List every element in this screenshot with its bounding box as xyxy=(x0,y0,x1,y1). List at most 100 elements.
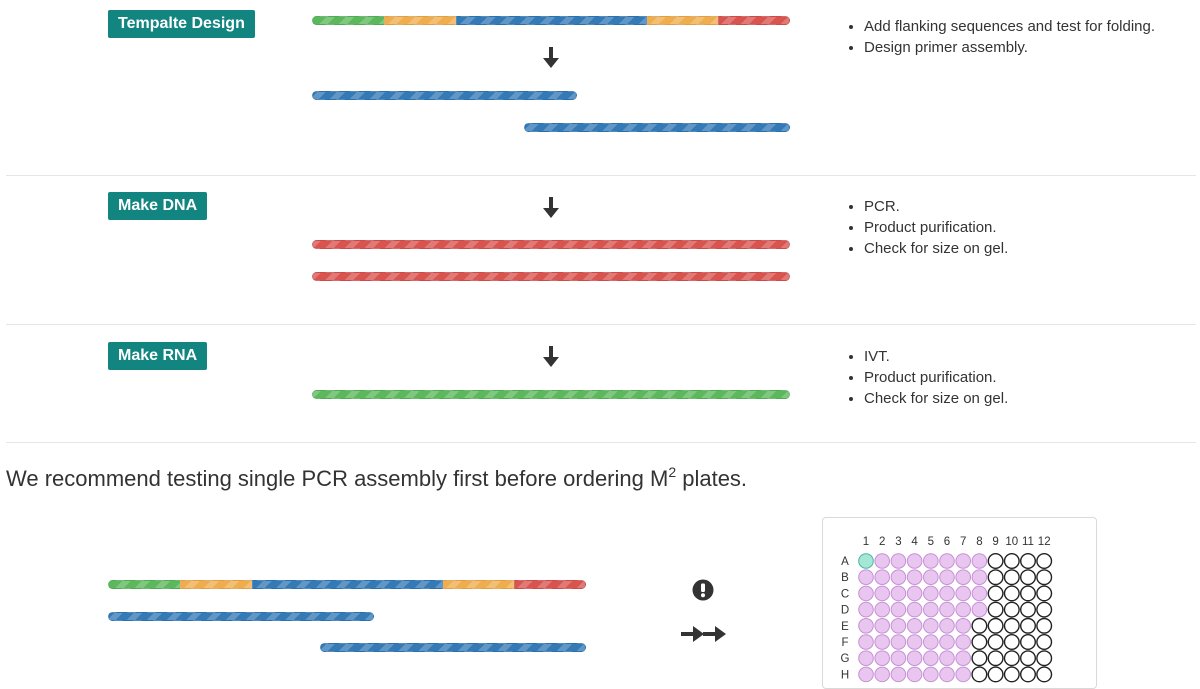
strand-segment-blue xyxy=(252,580,444,589)
section-divider xyxy=(6,324,1196,325)
plate-well xyxy=(858,650,874,666)
note-item: Product purification. xyxy=(864,367,1008,388)
plate-well xyxy=(906,601,923,618)
plate-well xyxy=(1036,553,1053,570)
plate-well xyxy=(939,553,955,569)
plate-well xyxy=(939,634,955,650)
plate-well xyxy=(923,553,939,569)
plate-well xyxy=(987,617,1004,634)
strand-segment-orange xyxy=(443,580,515,589)
plate-well xyxy=(874,634,891,650)
plate-well xyxy=(971,650,988,667)
plate-column-label: 1 xyxy=(863,536,869,548)
plate-well xyxy=(1019,617,1036,634)
plate-column-label: 6 xyxy=(944,536,950,548)
plate-well xyxy=(939,569,955,586)
plate-well xyxy=(1019,585,1036,602)
note-item: Check for size on gel. xyxy=(864,238,1008,259)
note-item: Design primer assembly. xyxy=(864,37,1155,58)
note-item: Add flanking sequences and test for fold… xyxy=(864,16,1155,37)
plate-well xyxy=(939,666,955,683)
plate-well xyxy=(1036,601,1053,618)
step-notes-template-design: Add flanking sequences and test for fold… xyxy=(846,16,1155,58)
step-label-template-design: Tempalte Design xyxy=(108,10,255,38)
plate-well xyxy=(874,585,891,602)
plate-well xyxy=(890,650,907,666)
plate-well xyxy=(874,618,891,634)
plate-well xyxy=(906,634,923,650)
plate-well xyxy=(955,569,971,586)
plate-well xyxy=(955,618,971,634)
arrow-down-icon xyxy=(543,47,559,68)
plate-well xyxy=(955,634,971,650)
plate-well xyxy=(987,666,1004,683)
plate-well xyxy=(939,650,955,666)
plate-column-label: 10 xyxy=(1005,536,1018,548)
plate-well xyxy=(1019,650,1036,667)
strand-segment-orange xyxy=(384,16,457,25)
plate-well xyxy=(1019,601,1036,618)
strand-segment-orange xyxy=(647,16,719,25)
arrow-down-icon xyxy=(543,346,559,367)
plate-row-label: E xyxy=(841,621,849,633)
plate-well xyxy=(858,634,874,650)
plate-well xyxy=(906,569,923,586)
plate-column-label: 4 xyxy=(911,536,918,548)
plate-well xyxy=(890,666,907,683)
plate-column-label: 3 xyxy=(895,536,901,548)
rna-strand-green xyxy=(312,390,790,399)
plate-well xyxy=(1019,553,1036,570)
section-divider xyxy=(6,175,1196,176)
plate-well xyxy=(890,618,907,634)
plate-well xyxy=(923,569,939,586)
plate-well xyxy=(890,553,907,569)
plate-well xyxy=(1003,585,1020,602)
plate-row-label: D xyxy=(841,605,849,617)
plate-well xyxy=(971,617,988,634)
plate-well xyxy=(955,585,971,602)
plate-well xyxy=(987,650,1004,667)
plate-well xyxy=(987,601,1004,618)
plate-well xyxy=(906,618,923,634)
plate-well xyxy=(987,553,1004,570)
step-notes-make-rna: IVT. Product purification. Check for siz… xyxy=(846,346,1008,409)
double-arrow-right-icon xyxy=(681,626,726,642)
plate-well xyxy=(874,601,891,618)
plate-well xyxy=(890,634,907,650)
plate-well xyxy=(890,601,907,618)
plate-well xyxy=(1003,650,1020,667)
plate-row-label: H xyxy=(841,669,849,681)
recommendation-suffix: plates. xyxy=(676,466,748,491)
plate-well xyxy=(906,666,923,683)
plate-well xyxy=(858,553,874,569)
plate-well xyxy=(874,650,891,666)
plate-well xyxy=(955,666,971,683)
primer-strand-blue-left xyxy=(312,91,577,100)
plate-well xyxy=(858,585,874,602)
strand-segment-green xyxy=(108,580,184,589)
plate-well xyxy=(1003,569,1020,586)
plate-well xyxy=(858,601,874,618)
dna-strand-red xyxy=(312,240,790,249)
plate-well xyxy=(890,569,907,586)
plate-column-label: 11 xyxy=(1022,536,1034,548)
step-notes-make-dna: PCR. Product purification. Check for siz… xyxy=(846,196,1008,259)
plate-well xyxy=(1003,553,1020,570)
recommendation-text: We recommend testing single PCR assembly… xyxy=(6,464,748,492)
plate-row-label: C xyxy=(841,588,849,600)
plate-well xyxy=(1019,666,1036,683)
plate-well xyxy=(1036,585,1053,602)
plate-well xyxy=(987,585,1004,602)
plate-well xyxy=(955,553,971,569)
strand-segment-orange xyxy=(180,580,253,589)
plate-well xyxy=(858,666,874,683)
plate-well xyxy=(971,553,988,569)
well-plate: 1 2 3 4 5 6 7 8 9 10 11 12 A B C D E F G H xyxy=(822,517,1097,689)
plate-well xyxy=(923,666,939,683)
note-item: Product purification. xyxy=(864,217,1008,238)
plate-well xyxy=(906,553,923,569)
plate-well xyxy=(987,569,1004,586)
plate-well xyxy=(971,569,988,586)
dna-strand-red xyxy=(312,272,790,281)
